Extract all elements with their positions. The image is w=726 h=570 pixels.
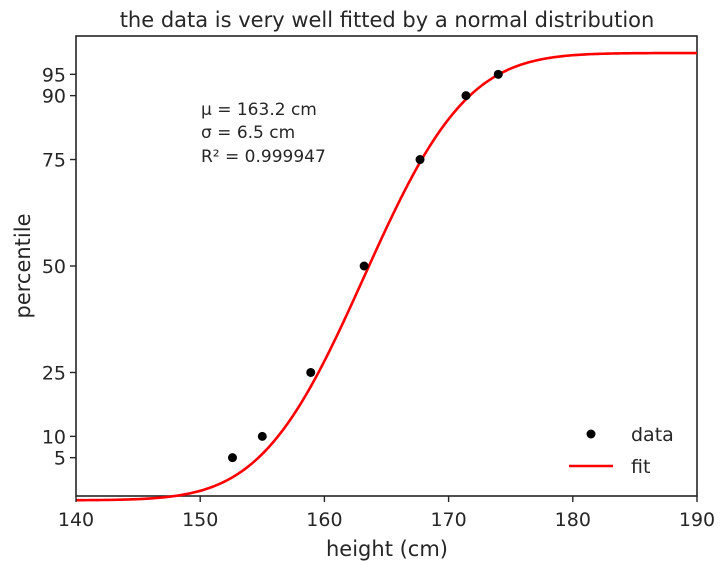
data-point (306, 367, 316, 377)
fit-line (75, 51, 697, 502)
x-axis-label: height (cm) (326, 537, 448, 561)
legend-label-data: data (631, 424, 674, 446)
plot-area (75, 51, 697, 502)
y-tick-label: 10 (42, 426, 66, 448)
y-tick-label: 75 (42, 150, 66, 172)
legend-label-fit: fit (631, 456, 650, 478)
data-point (461, 91, 471, 101)
plot-frame (75, 35, 698, 497)
x-axis: 140 150 160 170 180 190 (58, 496, 715, 531)
data-point (359, 261, 369, 271)
x-tick-label: 170 (430, 509, 466, 531)
x-tick-label: 140 (58, 509, 94, 531)
r2-annotation: R² = 0.999947 (201, 147, 326, 167)
x-tick-label: 180 (555, 509, 591, 531)
data-point (415, 155, 425, 165)
y-tick-label: 90 (42, 86, 66, 108)
chart-title: the data is very well fitted by a normal… (120, 8, 655, 32)
data-point (257, 431, 267, 441)
x-tick-label: 160 (306, 509, 342, 531)
data-point (227, 453, 237, 463)
legend-marker-data (586, 429, 596, 439)
y-axis-label: percentile (11, 213, 35, 318)
y-tick-label: 95 (42, 64, 66, 86)
x-tick-label: 150 (182, 509, 218, 531)
y-tick-label: 50 (42, 256, 66, 278)
legend: data fit (569, 424, 674, 478)
y-tick-label: 25 (42, 362, 66, 384)
fit-annotation: μ = 163.2 cm σ = 6.5 cm R² = 0.999947 (201, 100, 326, 167)
sigma-annotation: σ = 6.5 cm (201, 123, 295, 143)
data-point (493, 69, 503, 79)
mu-annotation: μ = 163.2 cm (201, 100, 317, 120)
y-tick-label: 5 (54, 448, 66, 470)
x-tick-label: 190 (679, 509, 715, 531)
